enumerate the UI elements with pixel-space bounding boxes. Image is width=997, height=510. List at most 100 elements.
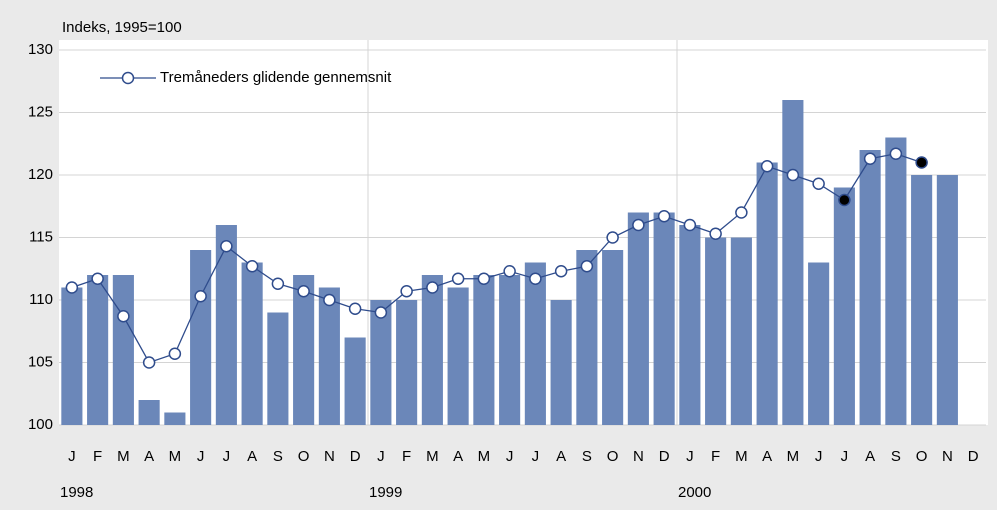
x-tick-label: O [298,448,310,465]
x-tick-label: N [942,448,953,465]
bar [936,175,958,425]
line-marker [657,210,671,223]
x-tick-label: J [506,448,514,465]
bar [627,212,649,425]
line-marker [117,310,130,323]
bar [318,287,340,425]
y-tick-label: 130 [28,41,53,58]
x-tick-label: O [916,448,928,465]
line-marker [374,306,388,319]
line-marker [194,290,207,303]
bar [215,225,237,425]
x-tick-label: N [633,448,644,465]
y-tick-label: 100 [28,416,53,433]
bar [679,225,701,425]
x-tick-label: S [273,448,283,465]
bar [602,250,624,425]
bar [499,275,521,425]
line-marker [786,168,800,182]
line-marker [889,147,903,160]
line-marker [477,272,491,285]
bar [138,400,160,425]
bar [164,412,186,425]
line-marker [503,265,516,278]
bar [344,337,366,425]
x-tick-label: S [891,448,901,465]
x-tick-label: J [377,448,385,465]
bar [267,312,289,425]
x-tick-label: O [607,448,619,465]
x-tick-label: D [659,448,670,465]
x-tick-label: M [478,448,491,465]
bar [190,250,212,425]
y-axis-label: Indeks, 1995=100 [62,19,182,36]
x-tick-label: J [197,448,205,465]
bar [782,100,804,425]
bar [705,237,727,425]
bar [112,275,134,425]
x-tick-label: A [865,448,875,465]
x-tick-label: F [402,448,411,465]
bar [859,150,881,425]
plot-area [59,40,988,425]
line-marker [65,281,79,294]
bar [421,275,443,425]
x-tick-label: J [68,448,76,465]
bar [911,175,933,425]
y-tick-label: 105 [28,353,53,370]
bar [885,137,907,425]
line [71,153,922,364]
line-marker [142,356,156,369]
bar [473,275,495,425]
bar [524,262,546,425]
y-tick-label: 110 [29,291,53,308]
line-marker [245,260,259,273]
bar [241,262,263,425]
x-tick-label: J [815,448,823,465]
line-marker [168,347,182,360]
line-marker [683,218,697,232]
bar [756,162,778,425]
bar [808,262,830,425]
bar [370,300,392,425]
line-marker [348,302,362,315]
x-tick-label: S [582,448,592,465]
line-marker [554,265,568,278]
line-marker [323,293,336,307]
x-tick-label: J [686,448,694,465]
x-tick-label: J [841,448,849,465]
x-tick-label: A [247,448,257,465]
line-marker [812,177,825,190]
x-tick-label: M [169,448,182,465]
year-label: 1998 [60,484,93,501]
x-tick-label: N [324,448,335,465]
x-tick-label: F [93,448,102,465]
line-marker [606,231,619,244]
bar [87,275,109,425]
bar [576,250,598,425]
y-tick-label: 115 [29,228,53,245]
line-marker [915,156,928,169]
line-marker [580,260,594,273]
legend-marker [121,71,135,85]
line-marker [529,272,542,285]
x-tick-label: F [711,448,720,465]
line-marker [297,285,310,298]
x-tick-label: M [735,448,748,465]
x-tick-label: D [350,448,361,465]
line-marker [91,272,104,285]
bar [447,287,469,425]
line-marker [451,272,465,285]
legend-label: Tremåneders glidende gennemsnit [160,69,392,86]
x-tick-label: A [144,448,154,465]
line-marker [220,240,233,253]
line-marker [735,206,748,219]
year-label: 2000 [678,484,711,501]
bar [293,275,315,425]
bar [833,187,855,425]
x-tick-label: D [968,448,979,465]
year-label: 1999 [369,484,402,501]
y-tick-label: 120 [28,166,53,183]
bar [653,212,675,425]
